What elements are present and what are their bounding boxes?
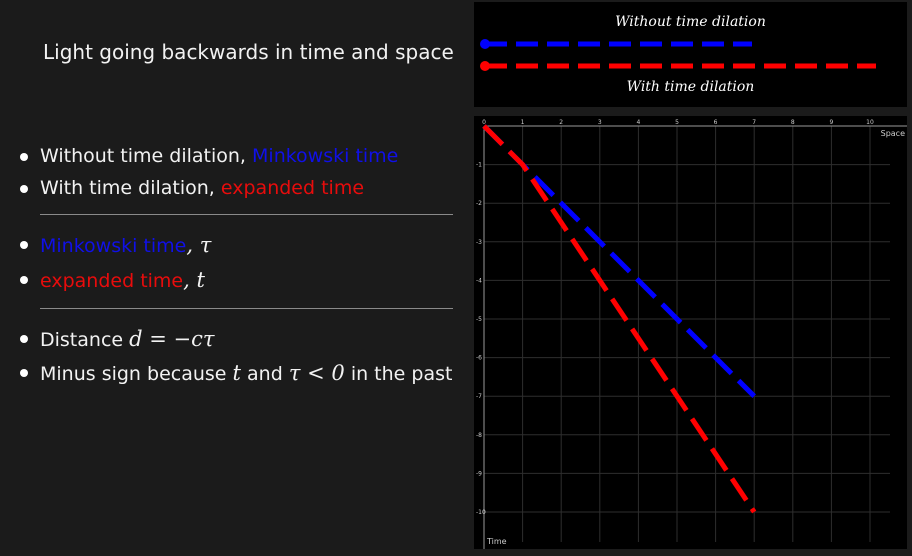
minkowski-time-label: Minkowski time [40, 235, 187, 257]
y-tick-label: -6 [476, 355, 482, 362]
spacetime-chart: 0 1 2 3 4 5 6 7 8 9 10 -1 -2 -3 -4 -5 -6 -7 -8 -9 -10 Space Ti… [474, 116, 907, 549]
y-tick-label: -1 [476, 162, 482, 169]
tau-condition: τ < 0 [288, 361, 345, 385]
tau-symbol: , τ [186, 233, 212, 257]
series-line-expanded [482, 124, 757, 514]
page-title: Light going backwards in time and space [43, 40, 454, 64]
bullet-list: Without time dilation, Minkowski time Wi… [20, 140, 460, 204]
expanded-time-label: expanded time [220, 177, 365, 199]
bullet-text: Without time dilation, [40, 145, 246, 167]
bullet-without-dilation: Without time dilation, Minkowski time [20, 140, 460, 172]
x-tick-label: 7 [752, 119, 756, 126]
divider [40, 308, 453, 309]
bullet-text: Minus sign because [40, 363, 227, 385]
expanded-time-label: expanded time [40, 270, 184, 292]
y-tick-label: -3 [476, 239, 482, 246]
bullet-text: Distance [40, 329, 124, 351]
x-tick-label: 6 [714, 119, 718, 126]
distance-formula: d = −cτ [129, 327, 215, 351]
bullet-text: in the past [350, 363, 453, 385]
legend-lines [480, 39, 876, 71]
x-tick-label: 9 [829, 119, 833, 126]
y-tick-label: -5 [476, 316, 482, 323]
y-tick-label: -10 [476, 509, 486, 516]
y-tick-label: -2 [476, 200, 482, 207]
x-tick-label: 0 [482, 119, 486, 126]
y-tick-label: -7 [476, 393, 482, 400]
y-tick-label: -9 [476, 470, 482, 477]
legend-label-with-dilation: With time dilation [626, 79, 755, 95]
bullet-text: and [247, 363, 283, 385]
x-tick-label: 5 [675, 119, 679, 126]
legend-label-without-dilation: Without time dilation [615, 14, 766, 30]
bullet-distance: Distance d = −cτ [20, 322, 460, 356]
x-tick-label: 1 [521, 119, 525, 126]
bullet-with-dilation: With time dilation, expanded time [20, 172, 460, 204]
bullet-text: With time dilation, [40, 177, 215, 199]
divider [40, 214, 453, 215]
x-axis-label: Space [881, 129, 905, 138]
bullet-minus-sign: Minus sign because t and τ < 0 in the pa… [20, 356, 460, 390]
y-axis-label: Time [486, 537, 507, 546]
x-tick-label: 4 [636, 119, 640, 126]
y-tick-label: -8 [476, 432, 482, 439]
chart-svg: 0 1 2 3 4 5 6 7 8 9 10 -1 -2 -3 -4 -5 -6 -7 -8 -9 -10 Space Ti… [476, 119, 907, 549]
y-tick-label: -4 [476, 277, 482, 284]
bullet-expanded-symbol: expanded time, t [20, 263, 460, 298]
t-symbol: , t [183, 268, 205, 292]
x-tick-label: 10 [866, 119, 874, 126]
bullet-minkowski-symbol: Minkowski time, τ [20, 228, 460, 263]
x-tick-label: 2 [559, 119, 563, 126]
x-tick-label: 8 [791, 119, 795, 126]
minkowski-time-label: Minkowski time [252, 145, 399, 167]
bullet-list-distance: Distance d = −cτ Minus sign because t an… [20, 322, 460, 390]
x-tick-label: 3 [598, 119, 602, 126]
legend-panel: Without time dilation With time dilation [474, 2, 907, 107]
bullet-list-symbols: Minkowski time, τ expanded time, t [20, 228, 460, 298]
t-symbol: t [232, 361, 241, 385]
